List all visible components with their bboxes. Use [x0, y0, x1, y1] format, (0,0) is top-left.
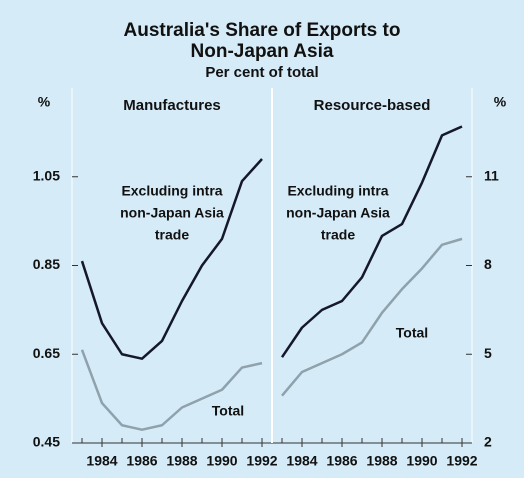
- series-annotation: trade: [155, 227, 189, 243]
- y-axis-label: %: [494, 94, 507, 110]
- series-annotation: non-Japan Asia: [286, 205, 390, 221]
- x-tick-label: 1990: [206, 453, 237, 469]
- x-tick-label: 1986: [126, 453, 157, 469]
- panel-title: Manufactures: [123, 97, 221, 114]
- x-tick-label: 1984: [86, 453, 117, 469]
- chart-subtitle: Per cent of total: [205, 64, 318, 81]
- series-annotation: non-Japan Asia: [120, 205, 224, 221]
- y-tick-label: 0.65: [33, 345, 60, 361]
- y-tick-label: 11: [484, 167, 499, 183]
- y-tick-label: 8: [484, 256, 492, 272]
- series-annotation: Excluding intra: [121, 183, 222, 199]
- y-tick-label: 0.45: [33, 434, 60, 450]
- chart-title: Non-Japan Asia: [191, 41, 334, 62]
- x-tick-label: 1984: [286, 453, 317, 469]
- panel-title: Resource-based: [314, 97, 431, 114]
- y-tick-label: 5: [484, 345, 492, 361]
- y-axis-label: %: [38, 94, 51, 110]
- series-annotation: Total: [396, 325, 428, 341]
- series-annotation: Excluding intra: [287, 183, 388, 199]
- series-line: [280, 125, 463, 358]
- x-tick-label: 1992: [246, 453, 277, 469]
- y-tick-label: 2: [484, 434, 492, 450]
- series-line: [80, 349, 263, 431]
- series-annotation: Total: [212, 403, 244, 419]
- series-annotation: trade: [321, 227, 355, 243]
- x-tick-label: 1990: [406, 453, 437, 469]
- x-tick-label: 1988: [366, 453, 397, 469]
- series-line: [80, 158, 263, 360]
- y-tick-label: 1.05: [33, 167, 60, 183]
- x-tick-label: 1986: [326, 453, 357, 469]
- y-tick-label: 0.85: [33, 256, 60, 272]
- chart-title: Australia's Share of Exports to: [124, 20, 401, 41]
- x-tick-label: 1992: [446, 453, 477, 469]
- x-tick-label: 1988: [166, 453, 197, 469]
- series-line: [281, 237, 463, 397]
